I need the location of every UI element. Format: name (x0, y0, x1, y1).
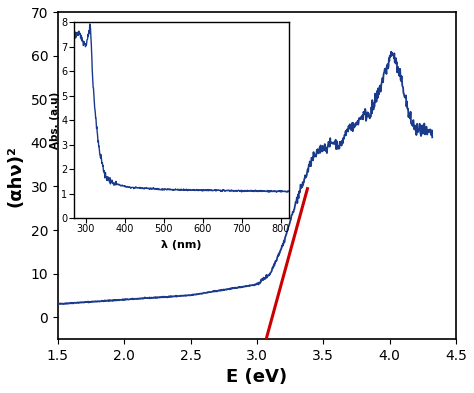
Y-axis label: (αhν)²: (αhν)² (7, 145, 25, 207)
X-axis label: E (eV): E (eV) (227, 368, 288, 386)
